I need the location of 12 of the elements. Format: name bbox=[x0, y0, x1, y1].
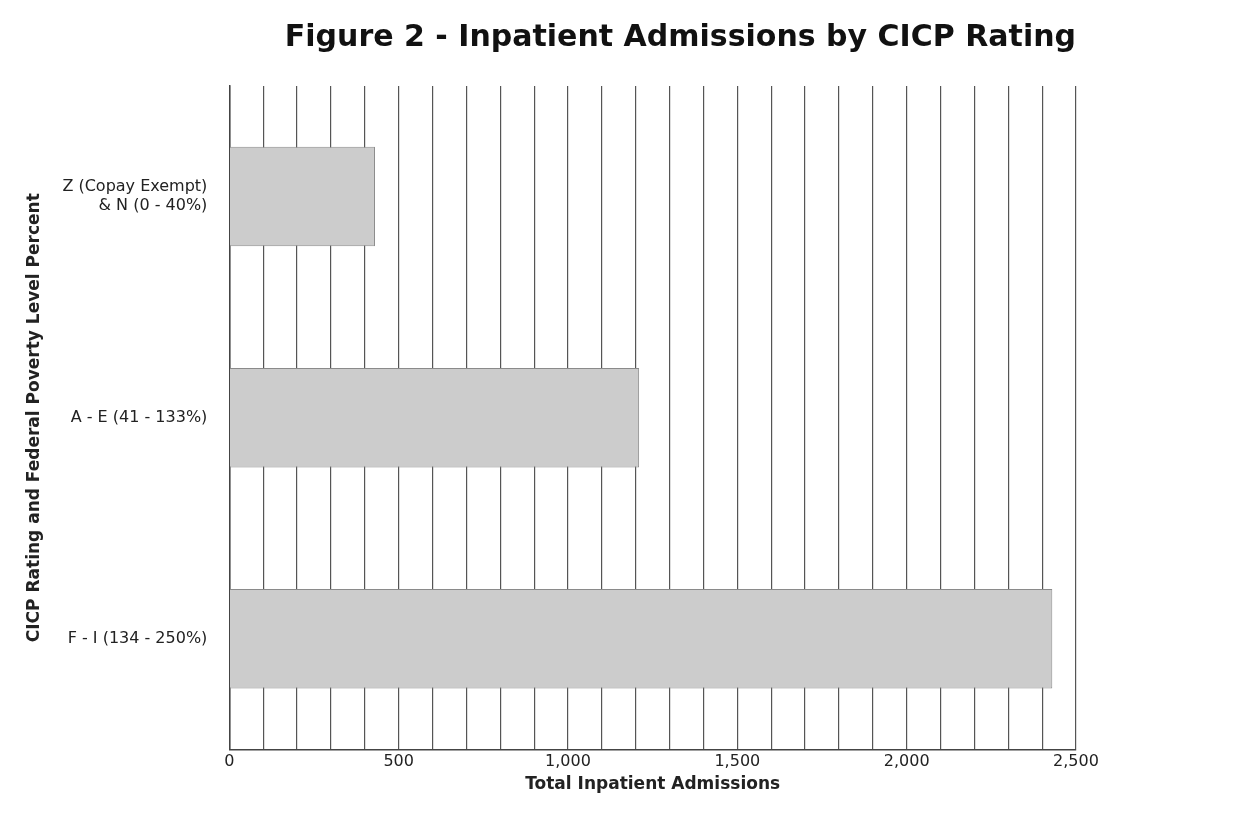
y-tick-label: F - I (134 - 250%) bbox=[67, 627, 208, 647]
x-tick-label: 1,500 bbox=[714, 751, 761, 771]
x-tick-label: 1,000 bbox=[545, 751, 591, 771]
x-axis-title: Total Inpatient Admissions bbox=[525, 773, 781, 794]
y-tick-label: Z (Copay Exempt) & N (0 - 40%) bbox=[62, 176, 208, 215]
y-tick-label: A - E (41 - 133%) bbox=[70, 406, 208, 426]
y-axis-title: CICP Rating and Federal Poverty Level Percent bbox=[22, 193, 43, 643]
x-tick-label: 0 bbox=[224, 751, 235, 771]
chart-title: Figure 2 - Inpatient Admissions by CICP Rating bbox=[284, 17, 1076, 53]
x-tick-label: 500 bbox=[383, 751, 414, 771]
x-tick-label: 2,000 bbox=[883, 751, 930, 771]
x-tick-label: 2,500 bbox=[1053, 751, 1099, 771]
